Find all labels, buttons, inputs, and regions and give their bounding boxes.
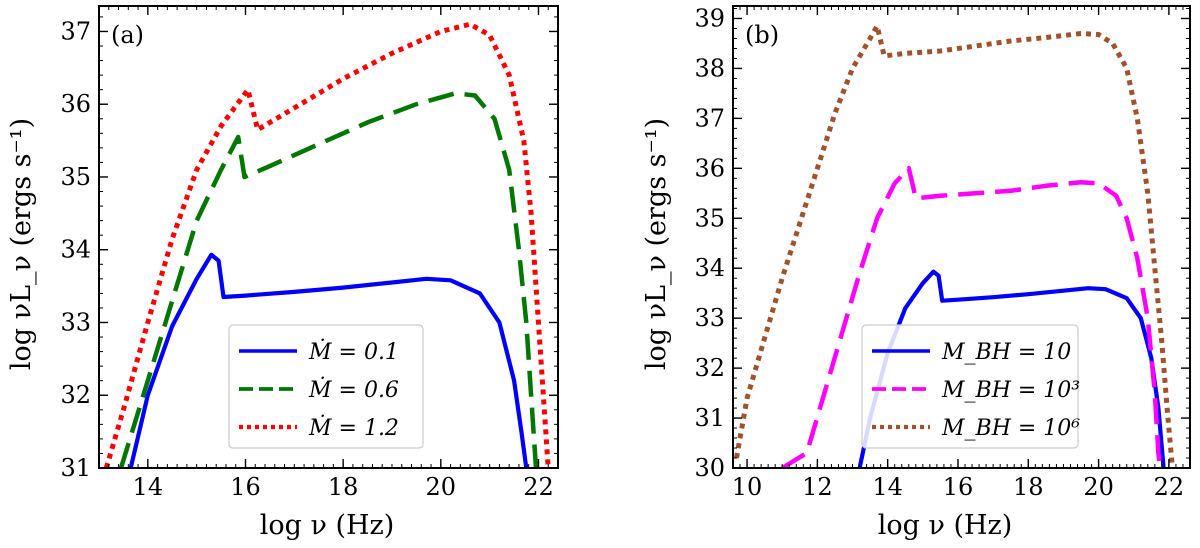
panel-b-legend-label: M_BH = 10 [941,340,1071,365]
panel-b-legend-label: M_BH = 10³ [941,378,1080,403]
panel-a-series-2-line [103,21,551,468]
panel-b-plot-area: 10 12 14 16 18 20 22 30 31 32 33 34 35 36 37 38 39 (b) [694,4,1191,501]
panel-b-y-tick-label: 32 [694,354,725,382]
panel-a-frame [98,5,559,469]
panel-b-series-2-line [734,23,1175,468]
panel-b-x-axis-title: log ν (Hz) [878,510,1013,541]
panel-a-legend-box [228,324,424,449]
panel-a-series-0-line [128,252,529,468]
panel-b-y-tick-label: 38 [694,54,725,82]
panel-b-panel-label: (b) [745,21,779,49]
panel-b-y-tick-label: 34 [694,254,725,282]
panel-b-x-tick-label: 20 [1083,473,1114,501]
panel-a-y-axis-title: log νL_ν (ergs s⁻¹) [6,118,37,370]
panel-b-y-axis-title: log νL_ν (ergs s⁻¹) [641,118,672,370]
panel-a-y-tick-label: 36 [60,90,91,118]
panel-b-series-1-line [781,166,1163,468]
panel-a-x-tick-label: 22 [523,473,554,501]
panel-a-x-tick-label: 16 [230,473,261,501]
panel-b-x-tick-label: 22 [1154,473,1185,501]
panel-b-series-0-line [857,269,1166,468]
panel-a: log νL_ν (ergs s⁻¹) log ν (Hz) 14 16 18 20 2… [6,5,559,541]
panel-b-y-tick-label: 39 [694,4,725,32]
panel-b-y-tick-label: 33 [694,304,725,332]
panel-b-frame [732,5,1191,469]
panel-b-y-tick-label: 37 [694,104,725,132]
panel-b-y-tick-label: 36 [694,154,725,182]
panel-a-x-axis-title: log ν (Hz) [260,510,395,541]
panel-a-x-tick-label: 14 [133,473,164,501]
panel-a-y-tick-label: 37 [60,17,91,45]
panel-a-panel-label: (a) [111,21,144,49]
panel-a-legend-label: Ṁ = 1.2 [308,414,399,441]
panel-a-x-tick-label: 20 [426,473,457,501]
panel-b-y-tick-label: 30 [694,454,725,482]
panel-a-legend: Ṁ = 0.1 Ṁ = 0.6 Ṁ = 1.2 [228,324,424,449]
panel-b: log νL_ν (ergs s⁻¹) log ν (Hz) 10 12 14 16 1… [641,4,1191,541]
panel-b-legend: M_BH = 10 M_BH = 10³ M_BH = 10⁶ [861,324,1080,449]
panel-a-legend-label: Ṁ = 0.6 [308,376,399,403]
panel-b-y-tick-label: 31 [694,404,725,432]
panel-b-legend-label: M_BH = 10⁶ [941,416,1080,441]
panel-a-y-tick-label: 31 [60,454,91,482]
panel-a-legend-label: Ṁ = 0.1 [308,338,399,365]
panel-b-x-tick-label: 14 [872,473,903,501]
panel-b-x-tick-label: 18 [1013,473,1044,501]
panel-b-x-tick-label: 12 [802,473,833,501]
panel-a-series-1-line [118,91,539,468]
panel-a-plot-area: 14 16 18 20 22 31 32 33 34 35 36 37 (a) [60,5,559,501]
panel-b-y-tick-label: 35 [694,204,725,232]
panel-b-x-tick-label: 10 [732,473,763,501]
panel-a-y-tick-label: 34 [60,236,91,264]
panel-b-x-tick-label: 16 [943,473,974,501]
panel-a-y-tick-label: 33 [60,308,91,336]
panel-a-y-tick-label: 35 [60,163,91,191]
panel-b-legend-box [861,324,1079,449]
panel-a-x-tick-label: 18 [328,473,359,501]
panel-a-y-tick-label: 32 [60,381,91,409]
